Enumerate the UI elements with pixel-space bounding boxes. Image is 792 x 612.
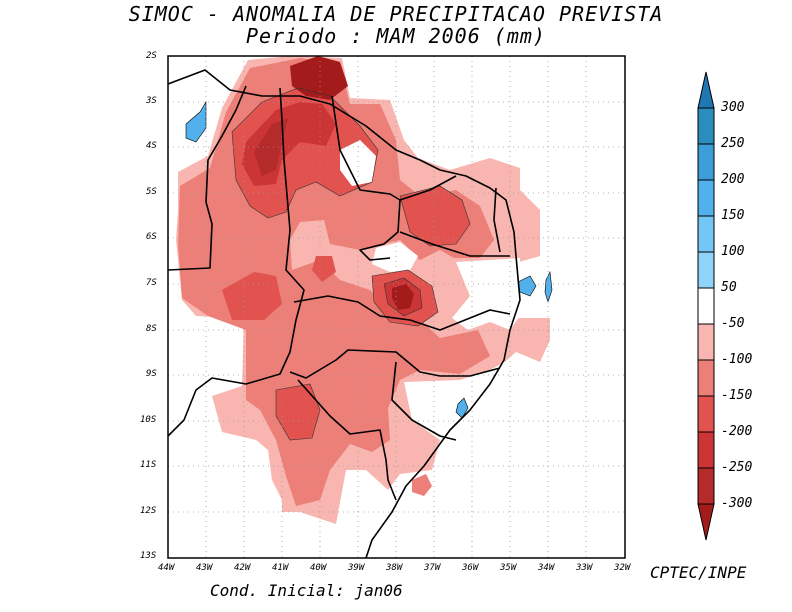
color-legend: [697, 71, 715, 541]
lat-label: 6S: [146, 232, 157, 242]
legend-label: -150: [721, 388, 753, 403]
legend-label: 200: [721, 172, 745, 187]
legend-swatch-m200: [697, 431, 715, 469]
lon-label: 34W: [538, 563, 555, 573]
legend-swatch-100: [697, 215, 715, 253]
legend-swatch-m50: [697, 323, 715, 361]
map-subtitle: Periodo : MAM 2006 (mm): [246, 24, 546, 48]
lat-label: 2S: [146, 51, 157, 61]
legend-swatch-m150: [697, 395, 715, 433]
lon-label: 41W: [272, 563, 289, 573]
legend-label: -50: [721, 316, 745, 331]
lon-label: 33W: [576, 563, 593, 573]
lon-label: 43W: [196, 563, 213, 573]
lat-label: 7S: [146, 278, 157, 288]
lon-label: 44W: [158, 563, 175, 573]
legend-label: -100: [721, 352, 753, 367]
contour-lines: [231, 87, 471, 441]
lon-label: 40W: [310, 563, 327, 573]
anomaly-field: [176, 56, 553, 524]
map-title: SIMOC - ANOMALIA DE PRECIPITACAO PREVIST…: [128, 2, 664, 26]
legend-label: -250: [721, 460, 753, 475]
lon-label: 32W: [614, 563, 631, 573]
legend-swatch-m250: [697, 467, 715, 505]
legend-swatch-50: [697, 251, 715, 289]
lat-label: 11S: [140, 460, 157, 470]
lat-label: 12S: [140, 506, 157, 516]
lat-label: 13S: [140, 551, 157, 561]
legend-label: -300: [721, 496, 753, 511]
lon-label: 39W: [348, 563, 365, 573]
legend-label: 150: [721, 208, 745, 223]
legend-label: -200: [721, 424, 753, 439]
lon-label: 36W: [462, 563, 479, 573]
legend-swatch-300: [697, 71, 715, 109]
legend-label: 250: [721, 136, 745, 151]
initial-condition-label: Cond. Inicial: jan06: [210, 581, 403, 600]
legend-swatch-m100: [697, 359, 715, 397]
lon-label: 35W: [500, 563, 517, 573]
lat-label: 4S: [146, 141, 157, 151]
legend-label: 50: [721, 280, 737, 295]
lat-label: 10S: [140, 415, 157, 425]
source-label: CPTEC/INPE: [650, 563, 747, 582]
lat-label: 9S: [146, 369, 157, 379]
legend-label: 300: [721, 100, 745, 115]
legend-swatch-200: [697, 143, 715, 181]
legend-swatch-zero: [697, 287, 715, 325]
lat-label: 5S: [146, 187, 157, 197]
borders: [168, 69, 521, 558]
legend-swatch-250: [697, 107, 715, 145]
lon-label: 38W: [386, 563, 403, 573]
lat-label: 3S: [146, 96, 157, 106]
lon-label: 37W: [424, 563, 441, 573]
lon-label: 42W: [234, 563, 251, 573]
graticule: [168, 56, 625, 558]
lat-label: 8S: [146, 324, 157, 334]
map-frame: [167, 55, 626, 559]
legend-swatch-m300: [697, 503, 715, 541]
legend-label: 100: [721, 244, 745, 259]
legend-swatch-150: [697, 179, 715, 217]
